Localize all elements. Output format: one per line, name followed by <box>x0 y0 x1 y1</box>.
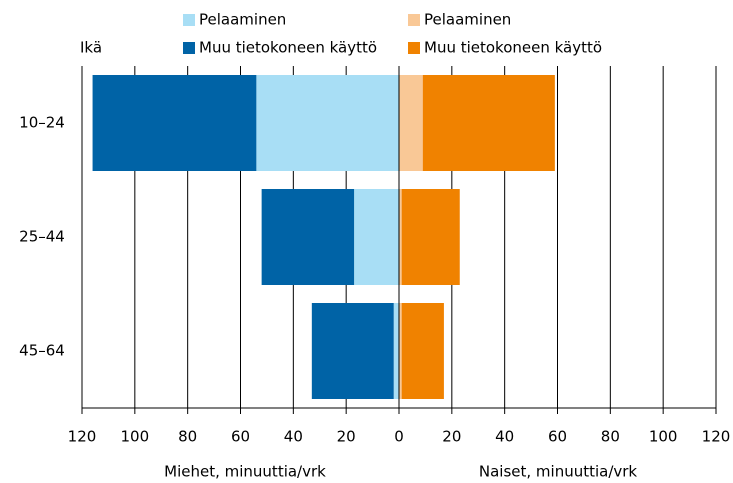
legend-swatch <box>408 14 420 26</box>
x-tick-label: 120 <box>702 428 731 446</box>
bar <box>393 303 399 399</box>
bar <box>399 189 402 285</box>
bar <box>256 75 399 171</box>
x-tick-label: 20 <box>337 428 356 446</box>
x-tick-label: 80 <box>601 428 620 446</box>
bar <box>261 189 355 285</box>
y-axis-label: Ikä <box>80 39 102 57</box>
bar <box>401 189 460 285</box>
legend-label: Pelaaminen <box>199 11 286 29</box>
x-tick-label: 100 <box>121 428 150 446</box>
x-tick-label: 80 <box>178 428 197 446</box>
x-tick-label: 40 <box>284 428 303 446</box>
legend-label: Muu tietokoneen käyttö <box>199 39 377 57</box>
y-tick-label: 45–64 <box>19 342 65 360</box>
x-tick-label: 0 <box>394 428 404 446</box>
bar <box>399 75 423 171</box>
x-axis-label: Miehet, minuuttia/vrk <box>164 463 326 481</box>
x-tick-label: 100 <box>649 428 678 446</box>
x-tick-label: 20 <box>442 428 461 446</box>
x-tick-label: 60 <box>548 428 567 446</box>
bar <box>92 75 257 171</box>
bar <box>311 303 394 399</box>
legend-label: Muu tietokoneen käyttö <box>424 39 602 57</box>
bar <box>422 75 555 171</box>
x-axis-label: Naiset, minuuttia/vrk <box>479 463 638 481</box>
x-tick-label: 60 <box>231 428 250 446</box>
legend-swatch <box>408 42 420 54</box>
bar <box>354 189 399 285</box>
bar <box>399 303 402 399</box>
x-tick-label: 120 <box>68 428 97 446</box>
legend-swatch <box>183 42 195 54</box>
bar <box>401 303 444 399</box>
legend-swatch <box>183 14 195 26</box>
y-tick-label: 25–44 <box>19 228 65 246</box>
y-tick-label: 10–24 <box>19 114 65 132</box>
x-tick-label: 40 <box>495 428 514 446</box>
legend-label: Pelaaminen <box>424 11 511 29</box>
